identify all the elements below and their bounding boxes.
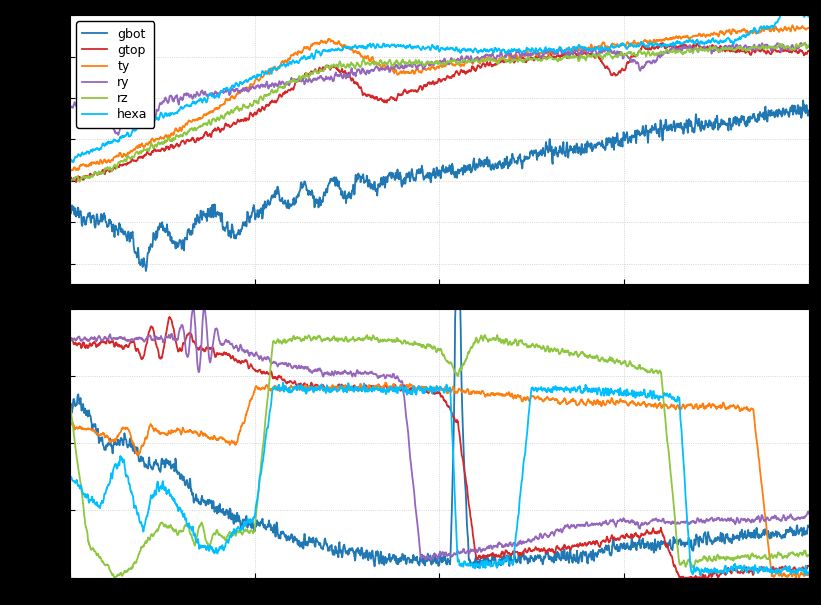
rz <box>804 43 814 50</box>
gtop <box>804 47 814 54</box>
gbot <box>405 178 415 185</box>
ry <box>800 39 810 47</box>
ry <box>804 43 814 50</box>
Line: gtop: gtop <box>70 43 809 182</box>
gtop <box>424 80 434 88</box>
ry <box>782 44 792 51</box>
Line: rz: rz <box>70 43 809 182</box>
gbot <box>798 97 808 104</box>
ty <box>647 39 657 47</box>
hexa <box>103 138 113 145</box>
gbot <box>647 122 657 129</box>
Line: ty: ty <box>70 25 809 171</box>
gbot <box>141 267 151 275</box>
Line: ry: ry <box>70 43 809 135</box>
hexa <box>405 41 415 48</box>
hexa <box>65 156 75 163</box>
ry <box>65 103 75 111</box>
gbot <box>103 223 112 230</box>
hexa <box>804 13 814 20</box>
rz <box>782 44 792 51</box>
Line: hexa: hexa <box>70 0 809 162</box>
rz <box>782 43 792 50</box>
Legend: gbot, gtop, ty, ry, rz, hexa: gbot, gtop, ty, ry, rz, hexa <box>76 21 154 128</box>
ty <box>103 157 113 164</box>
ty <box>424 65 434 73</box>
ty <box>65 166 75 174</box>
gtop <box>783 47 793 54</box>
rz <box>647 50 657 57</box>
ty <box>782 25 792 33</box>
gtop <box>65 176 75 183</box>
gtop <box>71 178 81 186</box>
rz <box>405 57 415 65</box>
gbot <box>424 169 434 176</box>
gbot <box>65 208 75 215</box>
hexa <box>647 39 657 47</box>
ty <box>787 22 797 29</box>
Line: gbot: gbot <box>70 100 809 271</box>
hexa <box>424 45 434 52</box>
rz <box>424 59 434 66</box>
ty <box>405 69 415 76</box>
gtop <box>103 166 113 174</box>
ry <box>647 59 657 67</box>
gbot <box>782 109 792 116</box>
ty <box>804 24 814 31</box>
ty <box>782 26 792 33</box>
ry <box>405 62 415 69</box>
rz <box>75 178 85 185</box>
gtop <box>782 47 792 54</box>
ry <box>424 61 434 68</box>
gtop <box>647 43 657 50</box>
rz <box>103 166 113 173</box>
ty <box>66 167 76 174</box>
gbot <box>804 107 814 114</box>
ry <box>113 131 123 139</box>
ry <box>782 45 792 52</box>
ry <box>103 106 112 114</box>
rz <box>65 178 75 185</box>
gtop <box>658 39 667 47</box>
hexa <box>67 159 77 166</box>
gtop <box>405 87 415 94</box>
rz <box>800 39 810 47</box>
gbot <box>782 109 792 116</box>
